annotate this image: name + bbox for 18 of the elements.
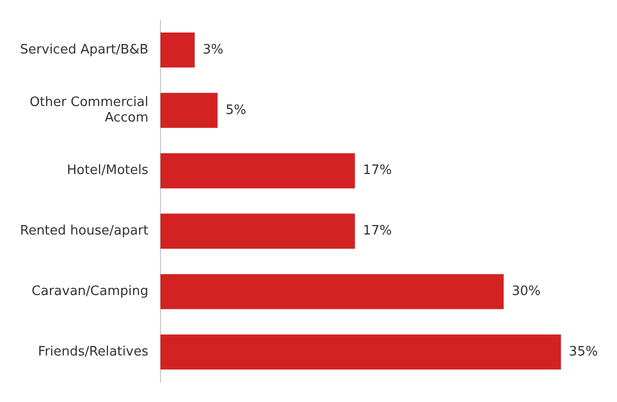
data-label: 35% (568, 344, 598, 360)
y-tick-label: Caravan/Camping (32, 284, 148, 299)
data-label: 17% (362, 224, 392, 239)
data-label: 17% (362, 163, 392, 178)
y-tick-label: Other Commercial Accom (30, 94, 148, 126)
bar (160, 334, 561, 370)
y-tick-label: Hotel/Motels (66, 163, 149, 178)
data-label: 5% (226, 102, 246, 118)
bar (160, 274, 504, 310)
y-tick-label: Rented house/apart (20, 224, 148, 239)
data-label: 30% (512, 284, 541, 299)
y-tick-label: Friends/Relatives (38, 344, 149, 360)
bar (160, 153, 355, 188)
bar (160, 32, 195, 68)
y-tick-label: Serviced Apart/B&B (20, 42, 148, 58)
data-label: 3% (202, 42, 224, 58)
bar (160, 214, 355, 249)
bar (160, 92, 218, 128)
